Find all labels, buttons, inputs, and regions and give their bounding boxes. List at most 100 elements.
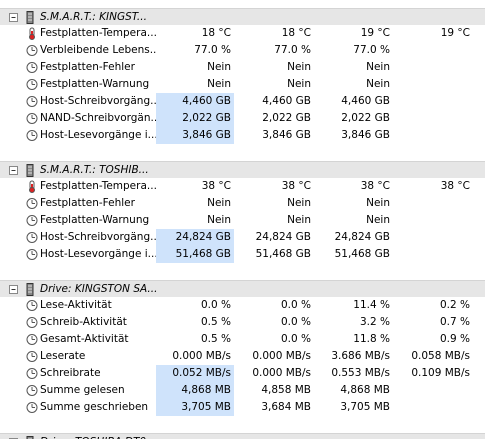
sensor-value: 0.058 MB/s [411, 350, 470, 362]
sensor-value: 11.8 % [353, 333, 390, 345]
thermometer-icon [29, 180, 35, 193]
clock-icon [26, 334, 38, 345]
sensor-value: 38 °C [360, 180, 390, 192]
sensor-row: Schreibrate 0.052 MB/s 0.000 MB/s 0.553 MB/… [0, 365, 485, 382]
sensor-label: Lese-Aktivität [40, 299, 112, 311]
clock-icon [26, 317, 38, 328]
sensor-label: Verbleibende Lebens... [40, 44, 156, 56]
sensor-value: 51,468 GB [255, 248, 311, 260]
clock-icon [26, 300, 38, 311]
section-header: S.M.A.R.T.: KINGST... [0, 8, 485, 25]
sensor-value: Nein [207, 78, 231, 90]
section-header: Drive: KINGSTON SA... [0, 280, 485, 297]
sensor-value: 2,022 GB [341, 112, 390, 124]
sensor-value: Nein [287, 78, 311, 90]
sensor-value: Nein [366, 214, 390, 226]
sensor-label: NAND-Schreibvorgän... [40, 112, 156, 124]
sensor-value: 2,022 GB [262, 112, 311, 124]
sensor-value: 4,868 MB [340, 384, 390, 396]
clock-icon [26, 62, 38, 73]
sensor-value: 38 °C [281, 180, 311, 192]
sensor-value: 0.000 MB/s [172, 350, 231, 362]
sensor-label: Host-Schreibvorgäng... [40, 95, 156, 107]
clock-icon [26, 351, 38, 362]
sensor-value: 4,858 MB [261, 384, 311, 396]
sensor-row: Gesamt-Aktivität 0.5 % 0.0 % 11.8 % 0.9 % [0, 331, 485, 348]
sensor-row: Festplatten-Fehler Nein Nein Nein [0, 59, 485, 76]
sensor-label: Host-Schreibvorgäng... [40, 231, 156, 243]
sensor-value: Nein [207, 197, 231, 209]
sensor-value: 3,705 MB [156, 399, 234, 416]
section-header: Drive: TOSHIBA DT0... [0, 433, 485, 439]
sensor-label: Summe geschrieben [40, 401, 149, 413]
sensor-label: Festplatten-Warnung [40, 78, 150, 90]
sensor-row: Festplatten-Tempera... 18 °C 18 °C 19 °C 19 … [0, 25, 485, 42]
sensor-value: 3,705 MB [340, 401, 390, 413]
sensor-row: Host-Schreibvorgäng... 4,460 GB 4,460 GB 4,… [0, 93, 485, 110]
clock-icon [26, 249, 38, 260]
sensor-value: 2,022 GB [156, 110, 234, 127]
sensor-value: 0.0 % [200, 299, 231, 311]
sensor-value: 3.686 MB/s [331, 350, 390, 362]
sensor-value: 18 °C [201, 27, 231, 39]
sensor-value: 0.0 % [280, 316, 311, 328]
sensor-row: Summe gelesen 4,868 MB 4,858 MB 4,868 MB [0, 382, 485, 399]
sensor-value: 3,846 GB [341, 129, 390, 141]
sensor-value: 24,824 GB [156, 229, 234, 246]
clock-icon [26, 96, 38, 107]
sensor-row: Summe geschrieben 3,705 MB 3,684 MB 3,705 M… [0, 399, 485, 416]
sensor-label: Festplatten-Tempera... [40, 180, 156, 192]
drive-icon [26, 164, 34, 177]
sensor-value: 4,460 GB [262, 95, 311, 107]
sensor-value: 0.9 % [439, 333, 470, 345]
sensor-value: 77.0 % [194, 44, 231, 56]
sensor-row: Host-Lesevorgänge i... 3,846 GB 3,846 GB 3,… [0, 127, 485, 144]
sensor-row: Festplatten-Tempera... 38 °C 38 °C 38 °C 38 … [0, 178, 485, 195]
sensor-value: Nein [366, 197, 390, 209]
clock-icon [26, 198, 38, 209]
sensor-value: 0.0 % [280, 299, 311, 311]
drive-icon [26, 436, 34, 439]
sensor-value: 0.0 % [280, 333, 311, 345]
drive-icon [26, 11, 34, 24]
sensor-row: NAND-Schreibvorgän... 2,022 GB 2,022 GB 2,0… [0, 110, 485, 127]
sensor-label: Gesamt-Aktivität [40, 333, 129, 345]
sensor-label: Schreib-Aktivität [40, 316, 127, 328]
sensor-value: 51,468 GB [156, 246, 234, 263]
sensor-value: Nein [366, 78, 390, 90]
sensor-value: Nein [366, 61, 390, 73]
sensor-value: Nein [287, 197, 311, 209]
sensor-label: Festplatten-Fehler [40, 61, 135, 73]
clock-icon [26, 79, 38, 90]
sensor-value: 0.7 % [439, 316, 470, 328]
sensor-value: Nein [287, 61, 311, 73]
sensor-value: 4,460 GB [156, 93, 234, 110]
sensor-row: Schreib-Aktivität 0.5 % 0.0 % 3.2 % 0.7 % [0, 314, 485, 331]
sensor-value: 0.000 MB/s [252, 350, 311, 362]
thermometer-icon [29, 27, 35, 40]
sensor-value: 0.000 MB/s [252, 367, 311, 379]
sensor-label: Festplatten-Tempera... [40, 27, 156, 39]
clock-icon [26, 215, 38, 226]
sensor-value: 77.0 % [353, 44, 390, 56]
sensor-row: Lese-Aktivität 0.0 % 0.0 % 11.4 % 0.2 % [0, 297, 485, 314]
clock-icon [26, 402, 38, 413]
sensor-label: Festplatten-Warnung [40, 214, 150, 226]
section-title: Drive: KINGSTON SA... [40, 283, 158, 295]
section-title: S.M.A.R.T.: TOSHIB... [40, 164, 149, 176]
sensor-value: Nein [207, 61, 231, 73]
clock-icon [26, 45, 38, 56]
sensor-value: 51,468 GB [334, 248, 390, 260]
sensor-value: 3.2 % [359, 316, 390, 328]
sensor-value: 3,846 GB [156, 127, 234, 144]
collapse-icon [9, 13, 18, 22]
sensor-row: Festplatten-Warnung Nein Nein Nein [0, 212, 485, 229]
sensor-row: Verbleibende Lebens... 77.0 % 77.0 % 77.0 % [0, 42, 485, 59]
sensor-label: Festplatten-Fehler [40, 197, 135, 209]
sensor-value: 0.5 % [200, 316, 231, 328]
sensor-row: Festplatten-Fehler Nein Nein Nein [0, 195, 485, 212]
sensor-row: Leserate 0.000 MB/s 0.000 MB/s 3.686 MB/s 0.… [0, 348, 485, 365]
sensor-value: 24,824 GB [334, 231, 390, 243]
sensor-label: Leserate [40, 350, 86, 362]
